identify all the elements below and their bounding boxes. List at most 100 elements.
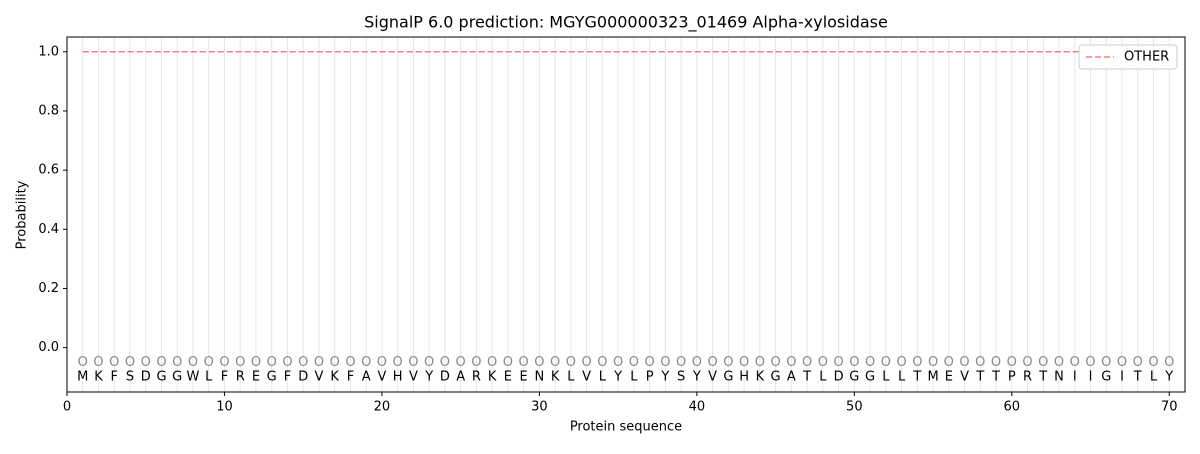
residue-label: Y <box>613 370 622 385</box>
residue-label: L <box>567 370 575 385</box>
region-label: O <box>267 355 277 370</box>
residue-label: K <box>551 370 560 385</box>
residue-label: G <box>1101 370 1111 385</box>
region-label: O <box>912 355 922 370</box>
x-tick-label: 10 <box>216 400 233 415</box>
legend-box <box>1078 44 1178 70</box>
region-label: O <box>471 355 481 370</box>
region-label: O <box>251 355 261 370</box>
residue-label: V <box>377 370 386 385</box>
region-label: O <box>865 355 875 370</box>
residue-label: G <box>849 370 859 385</box>
x-tick-label: 50 <box>846 400 863 415</box>
region-label: O <box>534 355 544 370</box>
residue-label: Y <box>660 370 669 385</box>
chart-title: SignalP 6.0 prediction: MGYG000000323_01… <box>364 13 888 33</box>
residue-label: F <box>284 370 291 385</box>
region-label: O <box>298 355 308 370</box>
residue-label: V <box>314 370 323 385</box>
residue-label: R <box>236 370 245 385</box>
residue-label: I <box>1089 370 1093 385</box>
residue-label: G <box>865 370 875 385</box>
region-label: O <box>440 355 450 370</box>
region-label: O <box>739 355 749 370</box>
region-label: O <box>456 355 466 370</box>
residue-label: D <box>298 370 308 385</box>
residue-label: G <box>156 370 166 385</box>
region-label: O <box>1101 355 1111 370</box>
residue-label: H <box>739 370 749 385</box>
residue-label: V <box>960 370 969 385</box>
region-label: O <box>78 355 88 370</box>
residue-label: L <box>898 370 906 385</box>
residue-label: E <box>504 370 512 385</box>
region-label: O <box>172 355 182 370</box>
plot-frame <box>66 36 1186 393</box>
region-label: O <box>1148 355 1158 370</box>
y-tick-label: 0.2 <box>38 281 59 296</box>
region-label: O <box>1164 355 1174 370</box>
residue-label: D <box>141 370 151 385</box>
region-label: O <box>975 355 985 370</box>
residue-label: L <box>1150 370 1158 385</box>
region-label: O <box>330 355 340 370</box>
residue-label: Y <box>424 370 433 385</box>
region-label: O <box>786 355 796 370</box>
residue-label: L <box>882 370 890 385</box>
residue-label: N <box>1054 370 1064 385</box>
residue-label: L <box>630 370 638 385</box>
residue-label: E <box>252 370 260 385</box>
residue-label: P <box>646 370 654 385</box>
residue-label: G <box>267 370 277 385</box>
residue-label: Y <box>692 370 701 385</box>
y-tick-label: 0.0 <box>38 340 59 355</box>
region-label: O <box>141 355 151 370</box>
residue-label: A <box>787 370 796 385</box>
residue-label: G <box>723 370 733 385</box>
region-label: O <box>896 355 906 370</box>
residue-label: M <box>77 370 88 385</box>
region-label: O <box>1022 355 1032 370</box>
residue-label: F <box>347 370 354 385</box>
residue-label: L <box>599 370 607 385</box>
region-label: O <box>314 355 324 370</box>
region-label: O <box>881 355 891 370</box>
residue-label: I <box>1120 370 1124 385</box>
region-label: O <box>833 355 843 370</box>
x-tick-label: 60 <box>1004 400 1021 415</box>
residue-label: D <box>440 370 450 385</box>
x-tick-label: 30 <box>531 400 548 415</box>
region-label: O <box>235 355 245 370</box>
residue-label: K <box>488 370 497 385</box>
region-label: O <box>707 355 717 370</box>
residue-label: E <box>520 370 528 385</box>
residue-label: G <box>172 370 182 385</box>
region-label: O <box>959 355 969 370</box>
residue-label: E <box>945 370 953 385</box>
region-label: O <box>503 355 513 370</box>
region-label: O <box>93 355 103 370</box>
region-label: O <box>408 355 418 370</box>
residue-label: T <box>912 370 921 385</box>
residue-label: N <box>535 370 545 385</box>
x-axis-label: Protein sequence <box>570 420 682 435</box>
y-tick-label: 0.4 <box>38 222 59 237</box>
region-label: O <box>188 355 198 370</box>
residue-label: L <box>205 370 213 385</box>
region-label: O <box>361 355 371 370</box>
region-label: O <box>849 355 859 370</box>
region-label: O <box>991 355 1001 370</box>
residue-label: V <box>582 370 591 385</box>
region-label: O <box>818 355 828 370</box>
region-label: O <box>424 355 434 370</box>
residue-label: R <box>1023 370 1032 385</box>
residue-label: V <box>708 370 717 385</box>
region-label: O <box>109 355 119 370</box>
region-label: O <box>519 355 529 370</box>
residue-label: V <box>409 370 418 385</box>
region-label: O <box>676 355 686 370</box>
region-label: O <box>219 355 229 370</box>
region-label: O <box>629 355 639 370</box>
region-label: O <box>944 355 954 370</box>
region-label: O <box>1070 355 1080 370</box>
